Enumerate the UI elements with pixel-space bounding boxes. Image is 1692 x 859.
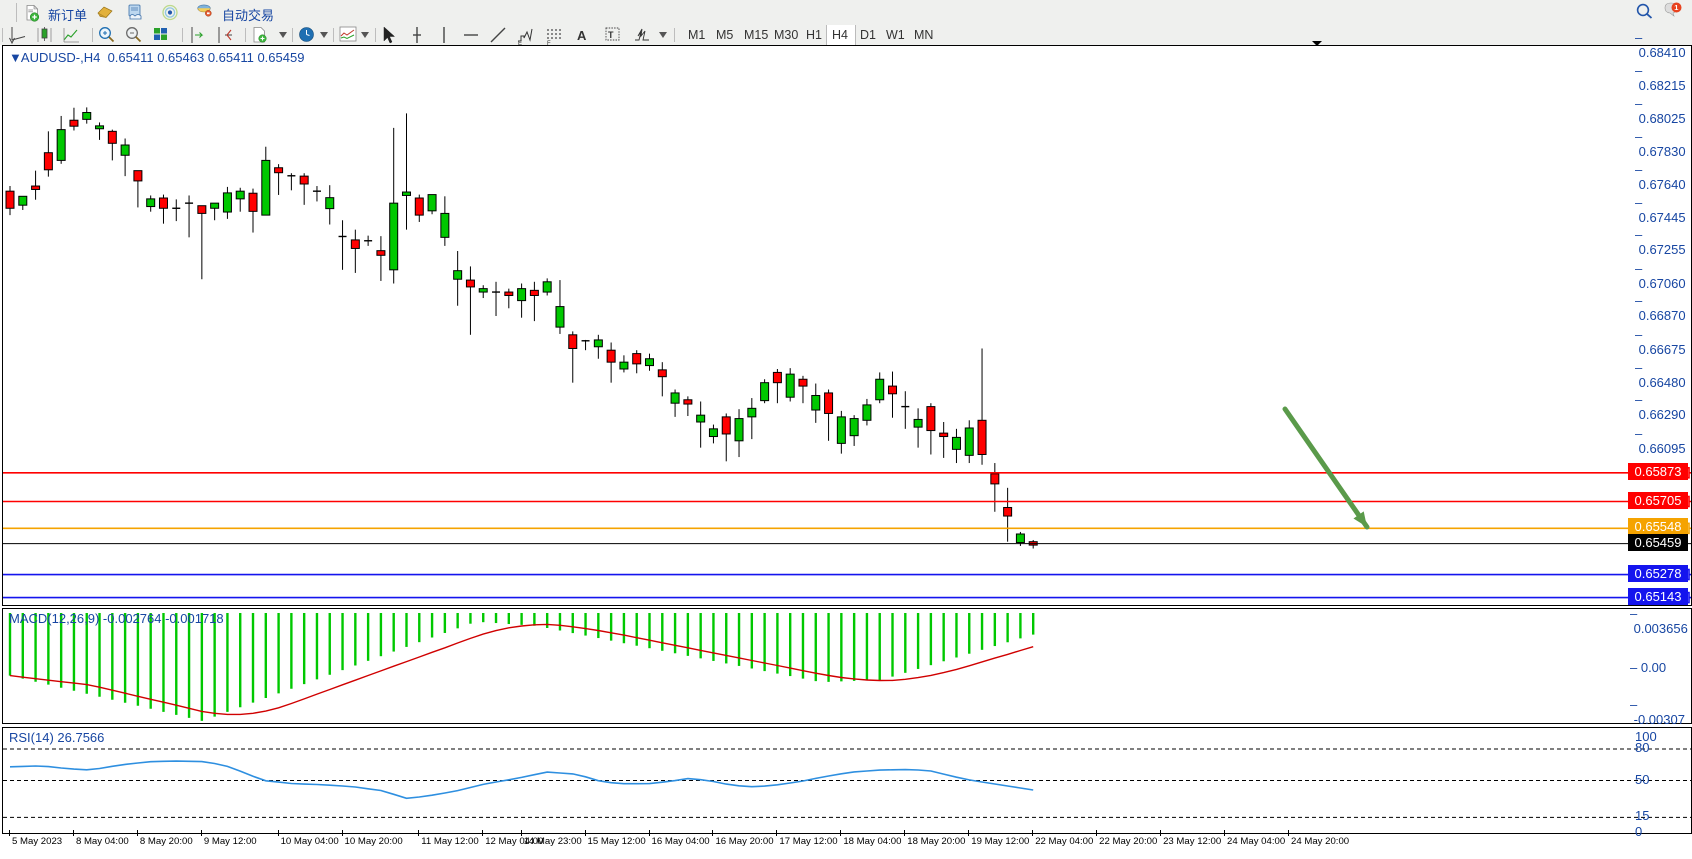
svg-text:A: A (577, 28, 587, 43)
svg-text:T: T (608, 30, 614, 40)
svg-text:1: 1 (1674, 3, 1678, 12)
